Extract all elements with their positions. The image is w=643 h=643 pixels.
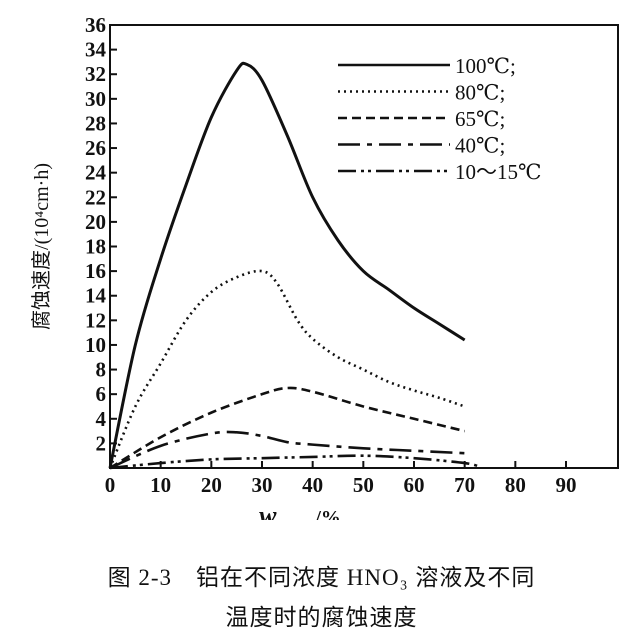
y-tick-label: 36	[85, 13, 106, 37]
legend-label: 100℃;	[455, 54, 516, 78]
legend-label: 65℃;	[455, 107, 505, 131]
x-tick-label: 30	[252, 473, 273, 497]
y-tick-label: 12	[85, 308, 106, 332]
y-axis-label: 腐蚀速度/(10⁴cm·h)	[30, 163, 53, 330]
y-tick-label: 34	[85, 38, 107, 62]
series-line	[109, 386, 465, 470]
y-tick-label: 4	[96, 407, 107, 431]
x-tick-label: 60	[404, 473, 425, 497]
y-tick-label: 32	[85, 62, 106, 86]
x-tick-label: 90	[556, 473, 577, 497]
y-tick-label: 22	[85, 185, 106, 209]
series-line	[109, 454, 481, 470]
legend-label: 40℃;	[455, 134, 505, 158]
series-line	[108, 61, 466, 469]
y-tick-label: 26	[85, 136, 106, 160]
x-tick-label: 0	[105, 473, 116, 497]
x-tick-label: 70	[454, 473, 475, 497]
x-tick-label: 40	[302, 473, 323, 497]
y-tick-label: 20	[85, 210, 106, 234]
y-tick-label: 30	[85, 87, 106, 111]
x-tick-label: 10	[150, 473, 171, 497]
x-tick-label: 80	[505, 473, 526, 497]
y-tick-label: 28	[85, 111, 106, 135]
y-tick-label: 24	[85, 161, 107, 185]
y-tick-label: 6	[96, 382, 107, 406]
x-tick-label: 50	[353, 473, 374, 497]
legend-label: 80℃;	[455, 81, 505, 105]
y-tick-label: 2	[96, 431, 107, 455]
x-tick-label: 20	[201, 473, 222, 497]
y-tick-label: 18	[85, 235, 106, 259]
figure-caption-line2: 温度时的腐蚀速度	[225, 605, 418, 630]
x-axis-label: wHNO3/%	[259, 501, 341, 520]
legend-label: 10～15℃	[455, 160, 542, 184]
series-line	[109, 430, 465, 470]
y-tick-label: 14	[85, 284, 107, 308]
y-tick-label: 10	[85, 333, 106, 357]
y-tick-label: 16	[85, 259, 106, 283]
figure-caption-line1: 图 2-3 铝在不同浓度 HNO₃ 溶液及不同	[107, 565, 536, 590]
series-line	[108, 269, 466, 469]
y-tick-label: 8	[96, 358, 107, 382]
corrosion-rate-chart: 0 10 20 30 40 50 60 70 80 90246810121416182022242…	[30, 13, 619, 533]
